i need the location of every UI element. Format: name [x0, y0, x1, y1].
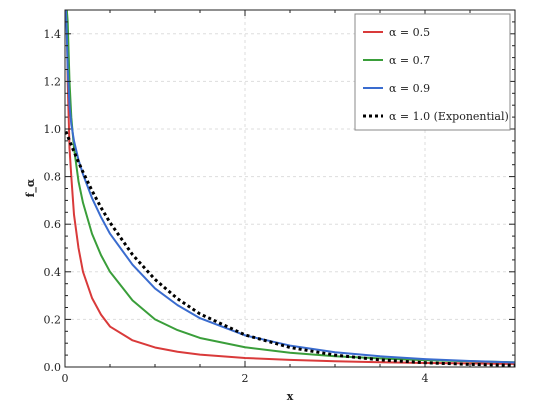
y-tick-label: 1.4	[44, 28, 62, 41]
series-layer	[65, 10, 515, 367]
y-tick-label: 1.0	[44, 123, 62, 136]
y-tick-label: 0.0	[44, 361, 62, 374]
x-axis-label: x	[287, 390, 294, 403]
legend-entry-label: α = 0.9	[389, 82, 430, 95]
x-tick-label: 4	[422, 372, 429, 385]
legend-box	[354, 13, 511, 131]
y-tick-label: 0.4	[44, 266, 62, 279]
legend: α = 0.5 α = 0.7 α = 0.9 α = 1.0 (Exponentia…	[354, 13, 511, 131]
y-tick-label: 0.2	[44, 313, 62, 326]
legend-entry-label: α = 0.5	[389, 26, 430, 39]
series-line-2	[65, 10, 515, 364]
y-axis-label: f_α	[24, 178, 38, 197]
x-tick-label: 0	[62, 372, 69, 385]
legend-entry-label: α = 1.0 (Exponential)	[389, 110, 509, 123]
series-line-1	[65, 10, 515, 365]
y-tick-label: 0.6	[44, 218, 62, 231]
y-tick-label: 1.2	[44, 75, 62, 88]
x-tick-label: 2	[242, 372, 249, 385]
series-line-4	[65, 130, 515, 367]
axis-ticks: 0 2 4 0.0 0.2 0.4 0.6 0.8 1.0 1.2 1.4	[44, 10, 515, 385]
y-tick-label: 0.8	[44, 171, 62, 184]
legend-entry-label: α = 0.7	[389, 54, 430, 67]
series-line-3	[65, 10, 515, 364]
